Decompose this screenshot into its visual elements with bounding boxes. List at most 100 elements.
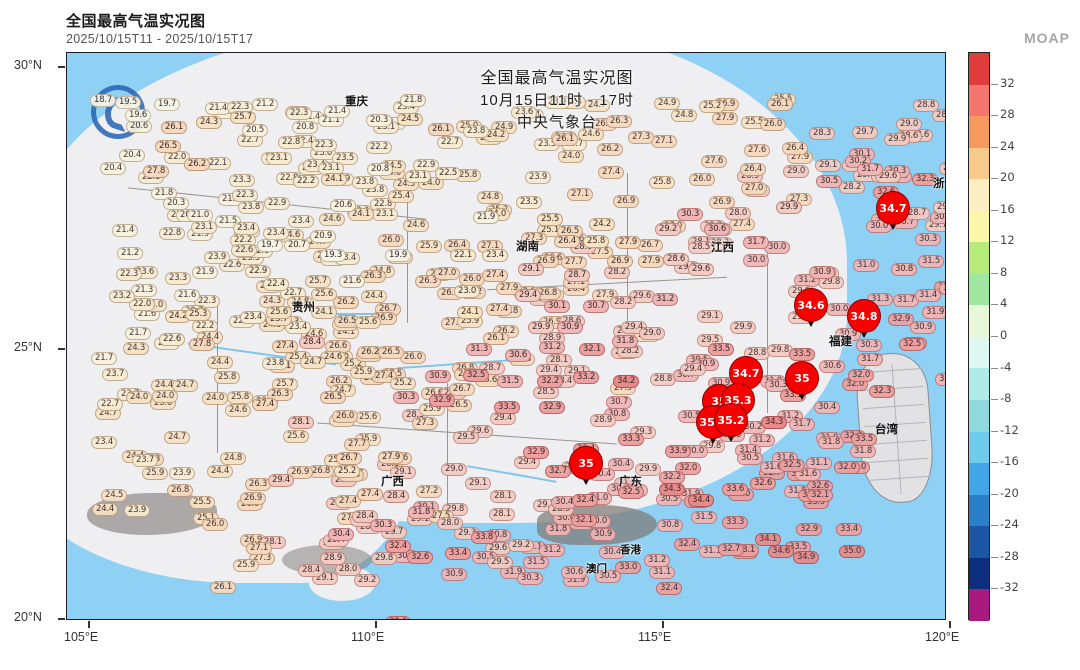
station-temp-pill: 27.4: [357, 488, 384, 501]
province-label-6: 广西: [381, 476, 404, 488]
station-temp-pill: 27.4: [252, 398, 279, 411]
station-temp-pill: 35.0: [839, 545, 866, 558]
station-temp-pill: 23.1: [191, 221, 218, 234]
station-temp-pill: 26.0: [400, 351, 427, 364]
station-temp-pill: 26.9: [240, 492, 267, 505]
station-temp-pill: 27.3: [521, 232, 548, 245]
station-temp-pill: 22.1: [450, 249, 477, 262]
station-temp-pill: 20.5: [242, 124, 269, 137]
page-header: 全国最高气温实况图 2025/10/15T11 - 2025/10/15T17 …: [0, 0, 1080, 52]
station-temp-pill: 22.8: [159, 227, 186, 240]
station-temp-pill: 27.3: [628, 131, 655, 144]
station-temp-pill: 24.4: [92, 503, 119, 516]
station-temp-pill: 32.6: [385, 616, 412, 619]
station-temp-pill: 26.2: [597, 143, 624, 156]
station-temp-pill: 24.6: [225, 404, 252, 417]
station-temp-pill: 27.4: [272, 340, 299, 353]
station-temp-pill: 25.6: [266, 306, 293, 319]
station-temp-pill: 30.1: [939, 282, 945, 295]
station-temp-pill: 21.6: [339, 275, 366, 288]
x-axis-tick-mark: [662, 621, 664, 628]
station-temp-pill: 24.4: [207, 356, 234, 369]
station-temp-pill: 22.9: [245, 265, 272, 278]
map-overlay-title: 全国最高气温实况图 10月15日11时 - 17时 中央气象台: [427, 68, 687, 134]
station-temp-pill: 31.8: [850, 445, 877, 458]
station-temp-pill: 23.1: [266, 152, 293, 165]
colorbar-tick-label: 4: [1000, 296, 1008, 311]
station-temp-pill: 33.8: [471, 531, 498, 544]
province-label-2: 湖南: [516, 241, 539, 253]
station-temp-pill: 34.2: [613, 375, 640, 388]
colorbar-tick-label: 12: [1000, 233, 1015, 248]
x-axis-tick-label: 105°E: [64, 630, 99, 644]
station-temp-pill: 26.9: [613, 195, 640, 208]
station-temp-pill: 33.3: [618, 433, 645, 446]
station-temp-pill: 33.0: [615, 561, 642, 574]
station-temp-pill: 25.8: [214, 371, 241, 384]
highlight-marker[interactable]: 35: [785, 361, 819, 400]
station-temp-pill: 31.0: [853, 259, 880, 272]
station-temp-pill: 25.9: [142, 467, 169, 480]
station-temp-pill: 26.4: [740, 163, 767, 176]
station-temp-pill: 24.0: [126, 391, 153, 404]
colorbar-segment: [969, 431, 989, 464]
station-temp-pill: 21.2: [252, 98, 279, 111]
station-temp-pill: 23.6: [511, 106, 538, 119]
station-temp-pill: 23.9: [544, 96, 571, 109]
map-plot-area[interactable]: 台湾 24.824.729.125.127.522.829.324.725.92…: [66, 52, 946, 620]
colorbar-tick-label: -24: [1000, 517, 1019, 532]
overlay-line-2: 10月15日11时 - 17时: [480, 92, 634, 109]
station-temp-pill: 22.3: [286, 107, 313, 120]
station-temp-pill: 21.3: [131, 284, 158, 297]
station-temp-pill: 22.0: [129, 298, 156, 311]
map-canvas: 台湾 24.824.729.125.127.522.829.324.725.92…: [67, 53, 945, 619]
station-temp-pill: 26.5: [334, 315, 361, 328]
highlight-marker[interactable]: 34.7: [876, 191, 910, 230]
colorbar-tick-mark: [991, 430, 998, 432]
station-temp-pill: 26.7: [637, 239, 664, 252]
station-temp-pill: 30.7: [606, 396, 633, 409]
station-temp-pill: 26.1: [552, 133, 579, 146]
highlight-marker[interactable]: 34.6: [794, 288, 828, 327]
highlight-marker[interactable]: 34.8: [847, 299, 881, 338]
station-temp-pill: 28.1: [288, 416, 315, 429]
station-temp-pill: 24.0: [152, 390, 179, 403]
station-temp-pill: 21.9: [473, 211, 500, 224]
station-temp-pill: 25.5: [189, 496, 216, 509]
colorbar-tick-label: 28: [1000, 107, 1015, 122]
station-temp-pill: 25.4: [388, 190, 415, 203]
station-temp-pill: 26.0: [332, 410, 359, 423]
colorbar-tick-label: 32: [1000, 75, 1015, 90]
station-temp-pill: 25.8: [649, 176, 676, 189]
station-temp-pill: 22.9: [264, 197, 291, 210]
station-temp-pill: 30.8: [891, 263, 918, 276]
station-temp-pill: 34.6: [768, 545, 795, 558]
station-temp-pill: 26.1: [428, 123, 455, 136]
station-temp-pill: 30.6: [704, 223, 731, 236]
station-temp-pill: 21.2: [117, 247, 144, 260]
station-temp-pill: 25.6: [355, 411, 382, 424]
station-temp-pill: 31.6: [795, 468, 822, 481]
station-temp-pill: 25.9: [233, 559, 260, 572]
station-temp-pill: 22.7: [437, 136, 464, 149]
highlight-marker[interactable]: 35.2: [714, 403, 748, 442]
colorbar-segment: [969, 273, 989, 306]
station-temp-pill: 26.3: [606, 115, 633, 128]
station-temp-pill: 31.7: [789, 418, 816, 431]
station-temp-pill: 27.9: [712, 112, 739, 125]
station-temp-pill: 34.3: [659, 483, 686, 496]
x-axis-tick-mark: [949, 621, 951, 628]
station-temp-pill: 30.9: [910, 321, 937, 334]
station-temp-pill: 26.4: [782, 142, 809, 155]
colorbar-segment: [969, 305, 989, 337]
highlight-marker[interactable]: 35: [569, 446, 603, 485]
station-temp-pill: 24.9: [654, 97, 681, 110]
station-temp-pill: 19.5: [115, 96, 142, 109]
station-temp-pill: 31.5: [691, 511, 718, 524]
station-temp-pill: 23.7: [102, 368, 129, 381]
station-temp-pill: 23.8: [463, 125, 490, 138]
colorbar-tick-label: 8: [1000, 264, 1008, 279]
marker-value: 35.2: [714, 403, 748, 437]
station-temp-pill: 23.9: [124, 504, 151, 517]
station-temp-pill: 21.8: [400, 94, 427, 107]
